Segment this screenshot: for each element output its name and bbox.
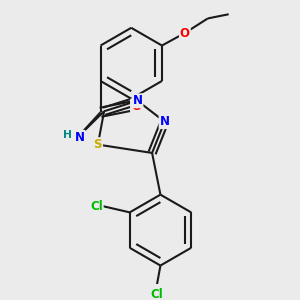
Text: Cl: Cl <box>150 288 163 300</box>
Text: O: O <box>180 26 190 40</box>
Text: N: N <box>133 94 142 107</box>
Text: N: N <box>75 131 85 144</box>
Text: S: S <box>94 138 102 151</box>
Text: O: O <box>131 100 141 112</box>
Text: H: H <box>63 130 72 140</box>
Text: N: N <box>160 115 170 128</box>
Text: Cl: Cl <box>90 200 103 213</box>
